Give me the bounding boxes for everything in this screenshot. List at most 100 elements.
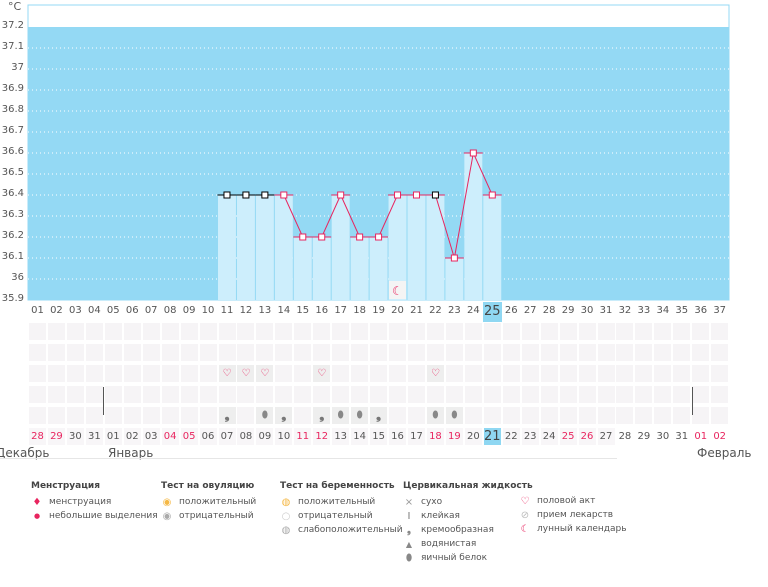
- cycle-day-label[interactable]: 08: [163, 305, 177, 316]
- cycle-day-label[interactable]: 16: [315, 305, 329, 316]
- marker-cell[interactable]: [483, 323, 501, 340]
- marker-cell[interactable]: [123, 386, 141, 403]
- cycle-day-label[interactable]: 14: [277, 305, 291, 316]
- marker-cell[interactable]: ♡: [256, 365, 274, 382]
- cycle-day-label[interactable]: 20: [391, 305, 404, 316]
- calendar-date[interactable]: 05: [180, 428, 198, 445]
- marker-cell[interactable]: [104, 407, 122, 424]
- marker-cell[interactable]: [616, 365, 634, 382]
- marker-cell[interactable]: [161, 365, 179, 382]
- marker-cell[interactable]: [332, 323, 350, 340]
- marker-cell[interactable]: [464, 323, 482, 340]
- marker-cell[interactable]: [654, 386, 672, 403]
- marker-cell[interactable]: [351, 365, 369, 382]
- calendar-date[interactable]: 03: [142, 428, 160, 445]
- cycle-day-label[interactable]: 36: [694, 305, 708, 316]
- marker-cell[interactable]: [389, 386, 407, 403]
- cycle-day-label[interactable]: 17: [334, 305, 348, 316]
- marker-cell[interactable]: [540, 323, 558, 340]
- marker-cell[interactable]: [426, 386, 444, 403]
- marker-cell[interactable]: [521, 407, 539, 424]
- cycle-day-label[interactable]: 12: [239, 305, 253, 316]
- marker-cell[interactable]: [199, 365, 217, 382]
- marker-cell[interactable]: [275, 323, 293, 340]
- marker-cell[interactable]: [521, 344, 539, 361]
- marker-cell[interactable]: [673, 344, 691, 361]
- marker-cell[interactable]: [123, 344, 141, 361]
- marker-cell[interactable]: [578, 407, 596, 424]
- cycle-day-label[interactable]: 03: [69, 305, 82, 316]
- marker-cell[interactable]: [332, 365, 350, 382]
- marker-cell[interactable]: [540, 386, 558, 403]
- marker-cell[interactable]: [66, 365, 84, 382]
- marker-cell[interactable]: [654, 407, 672, 424]
- marker-cell[interactable]: [370, 323, 388, 340]
- marker-cell[interactable]: [578, 323, 596, 340]
- marker-cell[interactable]: [294, 344, 312, 361]
- marker-cell[interactable]: [218, 323, 236, 340]
- calendar-date[interactable]: 22: [502, 428, 520, 445]
- marker-cell[interactable]: [692, 323, 710, 340]
- calendar-date[interactable]: 08: [237, 428, 255, 445]
- cycle-day-label[interactable]: 19: [372, 305, 385, 316]
- marker-cell[interactable]: [85, 323, 103, 340]
- marker-cell[interactable]: [483, 344, 501, 361]
- marker-cell[interactable]: [85, 386, 103, 403]
- marker-cell[interactable]: [711, 407, 729, 424]
- calendar-date[interactable]: 12: [313, 428, 331, 445]
- marker-cell[interactable]: [654, 344, 672, 361]
- marker-cell[interactable]: [180, 386, 198, 403]
- marker-cell[interactable]: [85, 344, 103, 361]
- marker-cell[interactable]: [711, 365, 729, 382]
- marker-cell[interactable]: [445, 344, 463, 361]
- marker-cell[interactable]: [426, 323, 444, 340]
- marker-cell[interactable]: [199, 386, 217, 403]
- calendar-date[interactable]: 26: [578, 428, 596, 445]
- marker-cell[interactable]: [389, 344, 407, 361]
- cycle-day-label[interactable]: 27: [523, 305, 537, 316]
- marker-cell[interactable]: [142, 386, 160, 403]
- marker-cell[interactable]: [47, 323, 65, 340]
- marker-cell[interactable]: [635, 386, 653, 403]
- marker-cell[interactable]: [597, 323, 615, 340]
- marker-cell[interactable]: [711, 344, 729, 361]
- marker-cell[interactable]: [408, 323, 425, 340]
- marker-cell[interactable]: [142, 365, 160, 382]
- marker-cell[interactable]: [692, 407, 710, 424]
- marker-cell[interactable]: [635, 323, 653, 340]
- cycle-day-label[interactable]: 23: [448, 305, 461, 316]
- marker-cell[interactable]: ♡: [426, 365, 444, 382]
- cycle-day-label[interactable]: 26: [504, 305, 518, 316]
- marker-cell[interactable]: [711, 323, 729, 340]
- marker-cell[interactable]: [445, 386, 463, 403]
- marker-cell[interactable]: [275, 344, 293, 361]
- marker-cell[interactable]: [29, 386, 46, 403]
- marker-cell[interactable]: [199, 344, 217, 361]
- calendar-date[interactable]: 06: [199, 428, 217, 445]
- calendar-date[interactable]: 19: [445, 428, 463, 445]
- marker-cell[interactable]: [123, 407, 141, 424]
- marker-cell[interactable]: ♡: [237, 365, 255, 382]
- marker-cell[interactable]: [445, 365, 463, 382]
- marker-cell[interactable]: [66, 407, 84, 424]
- marker-cell[interactable]: [47, 365, 65, 382]
- marker-cell[interactable]: [692, 386, 710, 403]
- marker-cell[interactable]: [597, 344, 615, 361]
- marker-cell[interactable]: [408, 407, 425, 424]
- calendar-date[interactable]: 30: [66, 428, 84, 445]
- marker-cell[interactable]: [597, 407, 615, 424]
- marker-cell[interactable]: [370, 386, 388, 403]
- calendar-date[interactable]: 24: [540, 428, 558, 445]
- marker-cell[interactable]: [256, 386, 274, 403]
- cycle-day-label[interactable]: 25: [482, 302, 502, 322]
- cycle-day-label[interactable]: 13: [258, 305, 272, 316]
- marker-cell[interactable]: [673, 407, 691, 424]
- calendar-date[interactable]: 04: [161, 428, 179, 445]
- calendar-date[interactable]: 21: [483, 428, 501, 445]
- marker-cell[interactable]: [29, 365, 46, 382]
- marker-cell[interactable]: [47, 407, 65, 424]
- marker-cell[interactable]: ⬮: [256, 407, 274, 424]
- marker-cell[interactable]: [389, 323, 407, 340]
- cycle-day-label[interactable]: 34: [656, 305, 670, 316]
- marker-cell[interactable]: [389, 365, 407, 382]
